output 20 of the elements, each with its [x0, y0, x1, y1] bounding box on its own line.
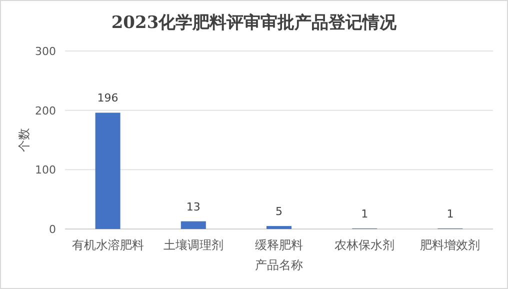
bar [266, 226, 292, 229]
data-label: 5 [276, 205, 282, 218]
x-axis-title: 产品名称 [255, 258, 303, 272]
y-tick-label: 100 [35, 164, 56, 177]
chart-title: 2023化学肥料评审审批产品登记情况 [111, 13, 398, 33]
x-tick-label: 土壤调理剂 [163, 238, 224, 252]
x-tick-label: 农林保水剂 [334, 238, 395, 252]
bar [180, 221, 206, 229]
x-tick-label: 缓释肥料 [255, 238, 303, 252]
bar [95, 112, 120, 229]
x-tick-label: 有机水溶肥料 [72, 238, 144, 252]
y-tick-label: 300 [35, 45, 56, 58]
data-label: 196 [97, 92, 118, 105]
y-tick-label: 200 [35, 104, 56, 118]
y-axis-title: 个数 [17, 128, 31, 152]
x-tick-label: 肥料增效剂 [420, 238, 480, 252]
data-label: 1 [446, 207, 454, 220]
y-tick-label: 0 [49, 223, 56, 236]
data-label: 13 [186, 200, 200, 214]
data-label: 1 [361, 207, 368, 220]
